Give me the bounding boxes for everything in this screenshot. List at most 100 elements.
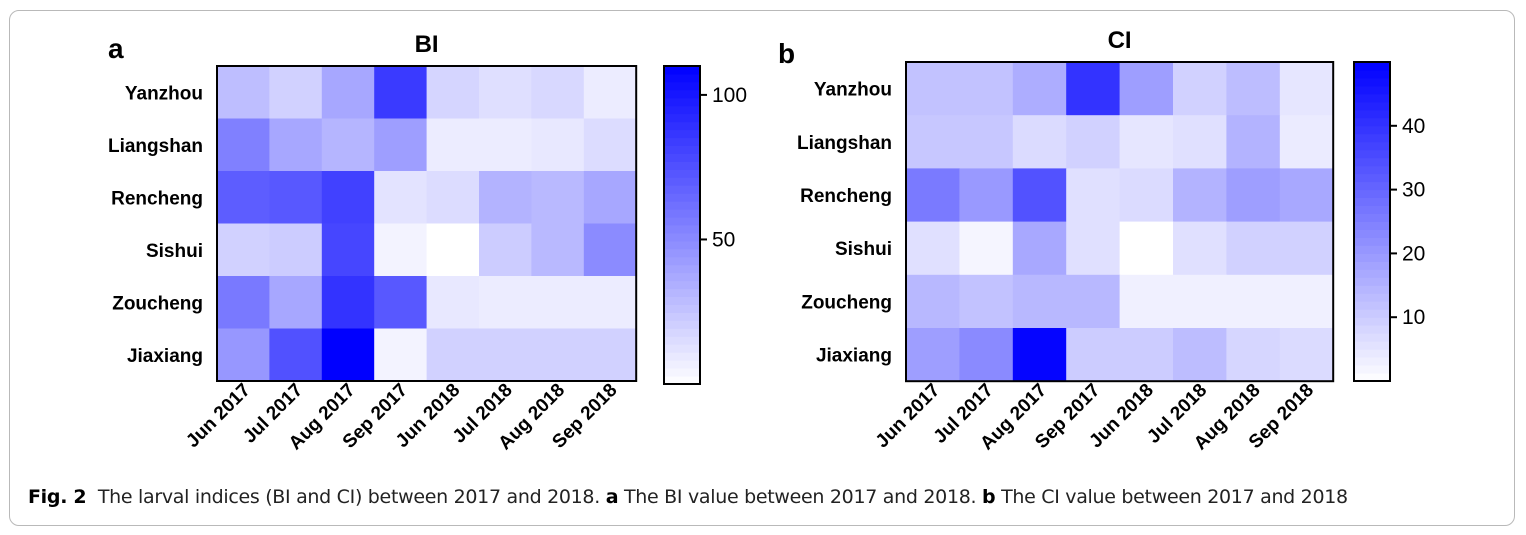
heatmap-cell bbox=[1012, 221, 1067, 276]
colorbar-segment bbox=[1354, 133, 1390, 143]
colorbar-segment bbox=[1354, 325, 1390, 334]
row-label: Sishui bbox=[146, 241, 203, 262]
colorbar-segment bbox=[1354, 173, 1390, 183]
caption-fig-label: Fig. 2 bbox=[28, 486, 87, 508]
heatmap-cell bbox=[1173, 115, 1227, 169]
heatmap-panel-b: b CI Yanzhou Liangshan Rencheng Sishui Zouchen… bbox=[778, 27, 1425, 454]
colorbar-segment bbox=[1354, 109, 1390, 119]
colorbar-segment bbox=[664, 344, 700, 353]
column-label: Jun 2017 bbox=[872, 380, 944, 452]
colorbar-segment bbox=[664, 201, 700, 210]
heatmap-cell bbox=[583, 328, 637, 382]
colorbar-segment bbox=[664, 352, 700, 361]
heatmap-cell bbox=[1279, 115, 1334, 169]
heatmap-cell bbox=[959, 115, 1014, 169]
colorbar-segment bbox=[664, 312, 700, 321]
heatmap-cell bbox=[479, 118, 532, 172]
column-label: Jun 2017 bbox=[182, 380, 254, 452]
row-label: Liangshan bbox=[108, 136, 203, 157]
heatmap-cell bbox=[374, 223, 428, 277]
heatmap-cell bbox=[1279, 221, 1334, 276]
colorbar-segment bbox=[1354, 157, 1390, 167]
heatmap-border bbox=[216, 65, 638, 382]
colorbar-segment bbox=[664, 81, 700, 91]
heatmap-cell bbox=[583, 223, 637, 277]
heatmap-cell bbox=[583, 276, 637, 330]
colorbar-segment bbox=[664, 217, 700, 226]
colorbar-segment bbox=[664, 288, 700, 298]
colorbar-segment bbox=[1354, 117, 1390, 127]
colorbar-segment bbox=[664, 66, 700, 75]
colorbar-segment bbox=[664, 113, 700, 123]
colorbar-segment bbox=[1354, 277, 1390, 286]
colorbar-segment bbox=[664, 73, 700, 83]
heatmap-cell bbox=[906, 274, 960, 329]
colorbar-segment bbox=[1354, 141, 1390, 151]
colorbar-tick-label: 40 bbox=[1402, 115, 1425, 138]
colorbar-tick-label: 50 bbox=[712, 228, 735, 251]
colorbar-segment bbox=[1354, 69, 1390, 79]
colorbar-segment bbox=[1354, 205, 1390, 215]
heatmap-cell bbox=[269, 328, 323, 382]
colorbar-segment bbox=[1354, 269, 1390, 278]
colorbar-segment bbox=[1354, 149, 1390, 159]
heatmap-cell bbox=[321, 171, 375, 225]
colorbar-segment bbox=[1354, 181, 1390, 191]
caption-part-b-label: b bbox=[982, 486, 996, 508]
colorbar-segment bbox=[1354, 317, 1390, 326]
heatmap-cell bbox=[1279, 62, 1334, 116]
colorbar-segment bbox=[664, 121, 700, 131]
row-label: Liangshan bbox=[797, 133, 892, 154]
colorbar-segment bbox=[1354, 125, 1390, 135]
heatmap-cell bbox=[1066, 221, 1121, 276]
colorbar-segment bbox=[664, 185, 700, 194]
heatmap-cell bbox=[1119, 221, 1174, 276]
heatmap-cell bbox=[321, 328, 375, 382]
heatmap-cell bbox=[479, 171, 532, 225]
heatmap-cell bbox=[1119, 168, 1174, 223]
colorbar-segment bbox=[1354, 245, 1390, 254]
heatmap-cell bbox=[1279, 274, 1334, 329]
colorbar-segment bbox=[664, 272, 700, 282]
row-label: Rencheng bbox=[800, 186, 892, 207]
heatmap-cell bbox=[269, 223, 323, 277]
colorbar-segment bbox=[1354, 189, 1390, 199]
row-label: Yanzhou bbox=[814, 80, 892, 101]
heatmap-cell bbox=[1173, 221, 1227, 276]
heatmap-border bbox=[905, 61, 1335, 383]
heatmap-cell bbox=[906, 62, 960, 116]
heatmap-cell bbox=[1279, 168, 1334, 223]
colorbar-segment bbox=[1354, 237, 1390, 246]
colorbar-border bbox=[663, 65, 701, 385]
row-label: Zoucheng bbox=[112, 293, 203, 314]
figure-canvas: a BI Yanzhou Liangshan Rencheng Sishui Zouchen… bbox=[108, 27, 1425, 454]
heatmap-cell bbox=[321, 118, 375, 172]
colorbar-segment bbox=[664, 97, 700, 107]
heatmap-cell bbox=[217, 223, 270, 277]
caption-text-2: The BI value between 2017 and 2018. bbox=[624, 486, 977, 508]
heatmap-cell bbox=[959, 274, 1014, 329]
heatmap-cell bbox=[426, 118, 480, 172]
colorbar-segment bbox=[1354, 77, 1390, 87]
heatmap-cell bbox=[321, 223, 375, 277]
colorbar-segment bbox=[664, 304, 700, 313]
colorbar-segment bbox=[664, 248, 700, 258]
heatmap-cell bbox=[217, 66, 270, 120]
colorbar-tick-label: 20 bbox=[1402, 242, 1425, 265]
heatmap-cell bbox=[217, 171, 270, 225]
colorbar-segment bbox=[664, 145, 700, 154]
colorbar-segment bbox=[664, 209, 700, 218]
colorbar-segment bbox=[664, 137, 700, 146]
colorbar-segment bbox=[664, 225, 700, 234]
heatmap-cell bbox=[269, 66, 323, 120]
colorbar-segment bbox=[664, 89, 700, 99]
row-label: Zoucheng bbox=[801, 292, 892, 313]
colorbar-segment bbox=[664, 360, 700, 369]
heatmap-cell bbox=[1066, 328, 1121, 382]
colorbar-segment bbox=[664, 169, 700, 178]
heatmap-cell bbox=[374, 171, 428, 225]
heatmap-cell bbox=[1226, 62, 1281, 116]
heatmap-cell bbox=[959, 328, 1014, 382]
colorbar-segment bbox=[664, 320, 700, 329]
heatmap-cell bbox=[531, 66, 585, 120]
